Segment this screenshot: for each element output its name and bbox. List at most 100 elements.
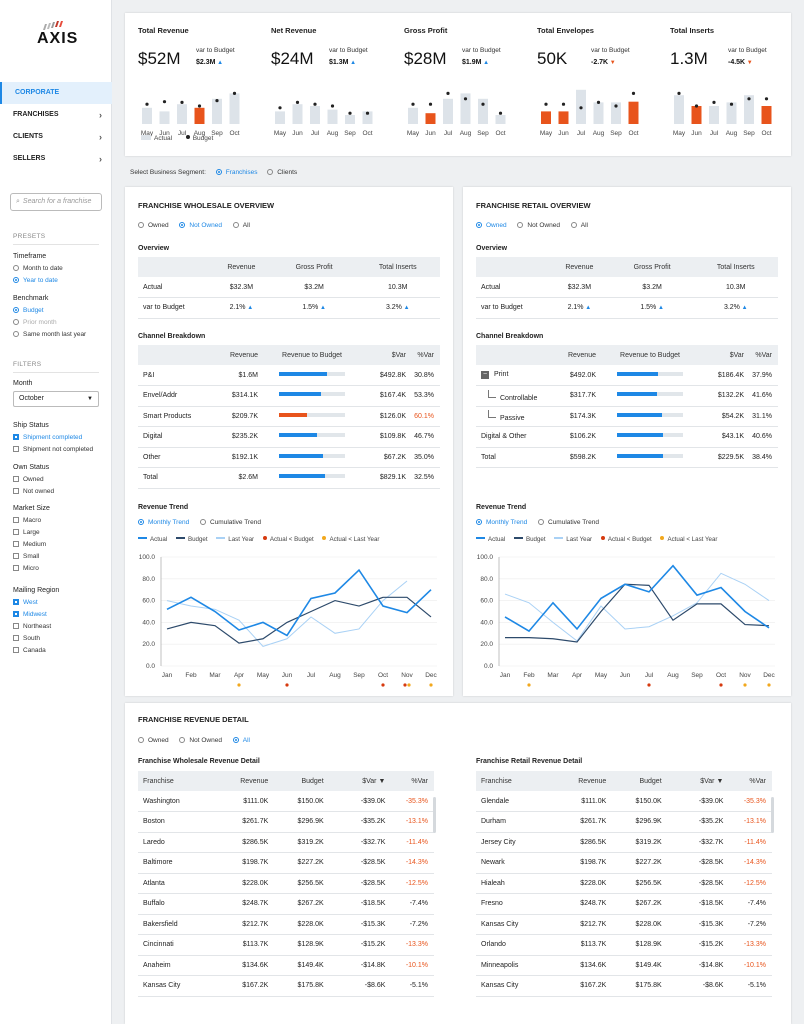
table-row[interactable]: Anaheim $134.6K $149.4K -$14.8K -10.1% [138, 955, 434, 976]
timeframe-month-to-date[interactable]: Month to date [13, 265, 63, 272]
table-cell: $150.0K [612, 791, 668, 812]
trend-cumulative[interactable]: Cumulative Trend [200, 519, 261, 526]
table-row[interactable]: Orlando $113.7K $128.9K -$15.2K -13.3% [476, 934, 772, 956]
segment-clients[interactable]: Clients [267, 169, 297, 176]
nav-franchises[interactable]: FRANCHISES › [0, 104, 112, 126]
column-header[interactable]: $Var ▼ [329, 771, 392, 791]
table-row[interactable]: Minneapolis $134.6K $149.4K -$14.8K -10.1% [476, 955, 772, 976]
ship-not-completed-checkbox[interactable]: Shipment not completed [13, 446, 93, 453]
benchmark-same-month-last-year[interactable]: Same month last year [13, 331, 86, 338]
dollar-var-cell: $67.2K [360, 447, 412, 468]
kpi-total-revenue[interactable]: Total Revenue $52M var to Budget $2.3M ▲ May… [138, 26, 270, 156]
trend-monthly[interactable]: Monthly Trend [138, 519, 189, 526]
column-header[interactable]: $Var ▼ [667, 771, 730, 791]
own-owned[interactable]: Owned [476, 222, 507, 229]
brand-logo[interactable]: AXIS [37, 20, 87, 52]
option-label: All [580, 222, 588, 229]
table-cell: $134.6K [212, 955, 275, 976]
table-row[interactable]: Baltimore $198.7K $227.2K -$28.5K -14.3% [138, 852, 434, 874]
own-owned-checkbox[interactable]: Owned [13, 476, 44, 483]
table-row[interactable]: Total $598.2K $229.5K 38.4% [476, 447, 778, 468]
retail-scrollbar[interactable] [771, 797, 774, 833]
table-row[interactable]: Boston $261.7K $296.9K -$35.2K -13.1% [138, 811, 434, 833]
table-row[interactable]: Hialeah $228.0K $256.5K -$28.5K -12.5% [476, 873, 772, 894]
own-all[interactable]: All [232, 222, 250, 229]
table-row[interactable]: Envel/Addr $314.1K $167.4K 53.3% [138, 385, 440, 407]
own-not-owned-checkbox[interactable]: Not owned [13, 488, 54, 495]
kpi-net-revenue[interactable]: Net Revenue $24M var to Budget $1.3M ▲ May Ju… [271, 26, 403, 156]
trend-cumulative[interactable]: Cumulative Trend [538, 519, 599, 526]
table-row[interactable]: − Print $492.0K $186.4K 37.9% [476, 365, 778, 386]
revenue-cell: $317.7K [556, 385, 602, 407]
month-select[interactable]: October ▼ [13, 391, 99, 407]
timeframe-year-to-date[interactable]: Year to date [13, 277, 58, 284]
own-not-owned[interactable]: Not Owned [179, 737, 222, 744]
region-northeast-checkbox[interactable]: Northeast [13, 623, 51, 630]
own-all[interactable]: All [570, 222, 588, 229]
franchise-search-input[interactable]: ⌕ Search for a franchise [10, 193, 102, 211]
region-south-checkbox[interactable]: South [13, 635, 40, 642]
table-row[interactable]: Passive $174.3K $54.2K 31.1% [476, 406, 778, 427]
own-owned[interactable]: Owned [138, 222, 169, 229]
ship-completed-checkbox[interactable]: Shipment completed [13, 434, 82, 441]
table-row[interactable]: Washington $111.0K $150.0K -$39.0K -35.3% [138, 791, 434, 812]
table-row[interactable]: Smart Products $209.7K $126.0K 60.1% [138, 406, 440, 427]
kpi-total-envelopes[interactable]: Total Envelopes 50K var to Budget -2.7K ▼ Ma… [537, 26, 669, 156]
triangle-up-icon: ▲ [245, 305, 254, 312]
table-row[interactable]: Atlanta $228.0K $256.5K -$28.5K -12.5% [138, 873, 434, 894]
market-medium-checkbox[interactable]: Medium [13, 541, 46, 548]
table-row[interactable]: Glendale $111.0K $150.0K -$39.0K -35.3% [476, 791, 772, 812]
table-row[interactable]: Digital $235.2K $109.8K 46.7% [138, 426, 440, 448]
region-midwest-checkbox[interactable]: Midwest [13, 611, 47, 618]
market-small-checkbox[interactable]: Small [13, 553, 39, 560]
retail-detail-table[interactable]: Franchise Revenue Budget $Var ▼ %Var Glendale… [476, 771, 772, 997]
table-row[interactable]: Kansas City $167.2K $175.8K -$8.6K -5.1% [138, 975, 434, 997]
region-canada-checkbox[interactable]: Canada [13, 647, 46, 654]
below-budget-dot [285, 683, 289, 687]
radio-icon [13, 319, 19, 325]
benchmark-budget[interactable]: Budget [13, 307, 44, 314]
wholesale-scrollbar[interactable] [433, 797, 436, 833]
table-row[interactable]: Cincinnati $113.7K $128.9K -$15.2K -13.3% [138, 934, 434, 956]
table-row[interactable]: Kansas City $212.7K $228.0K -$15.3K -7.2% [476, 914, 772, 935]
table-row[interactable]: Total $2.6M $829.1K 32.5% [138, 467, 440, 489]
kpi-month-label: Sep [610, 130, 622, 137]
table-row[interactable]: Newark $198.7K $227.2K -$28.5K -14.3% [476, 852, 772, 874]
own-owned[interactable]: Owned [138, 737, 169, 744]
table-row[interactable]: Kansas City $167.2K $175.8K -$8.6K -5.1% [476, 975, 772, 997]
kpi-budget-dot [631, 91, 636, 95]
kpi-total-inserts[interactable]: Total Inserts 1.3M var to Budget -4.5K ▼ May… [670, 26, 802, 156]
kpi-title: Net Revenue [271, 26, 317, 35]
region-west-checkbox[interactable]: West [13, 599, 38, 606]
triangle-up-icon: ▲ [656, 305, 664, 312]
table-cell: $3.2M [610, 277, 694, 298]
table-row[interactable]: Jersey City $286.5K $319.2K -$32.7K -11.4% [476, 832, 772, 853]
own-not-owned[interactable]: Not Owned [179, 222, 222, 229]
own-not-owned[interactable]: Not Owned [517, 222, 560, 229]
table-row[interactable]: Controllable $317.7K $132.2K 41.6% [476, 385, 778, 407]
kpi-value: $24M [271, 49, 314, 68]
segment-franchises[interactable]: Franchises [215, 169, 257, 176]
table-row[interactable]: Laredo $286.5K $319.2K -$32.7K -11.4% [138, 832, 434, 853]
nav-corporate[interactable]: CORPORATE [0, 82, 112, 104]
table-row[interactable]: Durham $261.7K $296.9K -$35.2K -13.1% [476, 811, 772, 833]
kpi-bar [460, 93, 471, 124]
table-row[interactable]: Other $192.1K $67.2K 35.0% [138, 447, 440, 468]
table-row[interactable]: Fresno $248.7K $267.2K -$18.5K -7.4% [476, 893, 772, 915]
collapse-icon[interactable]: − [481, 371, 489, 379]
table-row[interactable]: Digital & Other $106.2K $43.1K 40.6% [476, 426, 778, 448]
wholesale-detail-table[interactable]: Franchise Revenue Budget $Var ▼ %Var Washingt… [138, 771, 434, 997]
own-all[interactable]: All [232, 737, 250, 744]
nav-sellers[interactable]: SELLERS › [0, 148, 112, 170]
table-row[interactable]: Bakersfield $212.7K $228.0K -$15.3K -7.2% [138, 914, 434, 935]
nav-clients[interactable]: CLIENTS › [0, 126, 112, 148]
market-micro-checkbox[interactable]: Micro [13, 565, 39, 572]
trend-monthly[interactable]: Monthly Trend [476, 519, 527, 526]
kpi-gross-profit[interactable]: Gross Profit $28M var to Budget $1.9M ▲ May J… [404, 26, 536, 156]
table-row[interactable]: Buffalo $248.7K $267.2K -$18.5K -7.4% [138, 893, 434, 915]
market-large-checkbox[interactable]: Large [13, 529, 40, 536]
benchmark-prior-month[interactable]: Prior month [13, 319, 57, 326]
table-row[interactable]: P&I $1.6M $492.8K 30.8% [138, 365, 440, 386]
revenue-cell: $1.6M [218, 365, 264, 386]
market-macro-checkbox[interactable]: Macro [13, 517, 41, 524]
